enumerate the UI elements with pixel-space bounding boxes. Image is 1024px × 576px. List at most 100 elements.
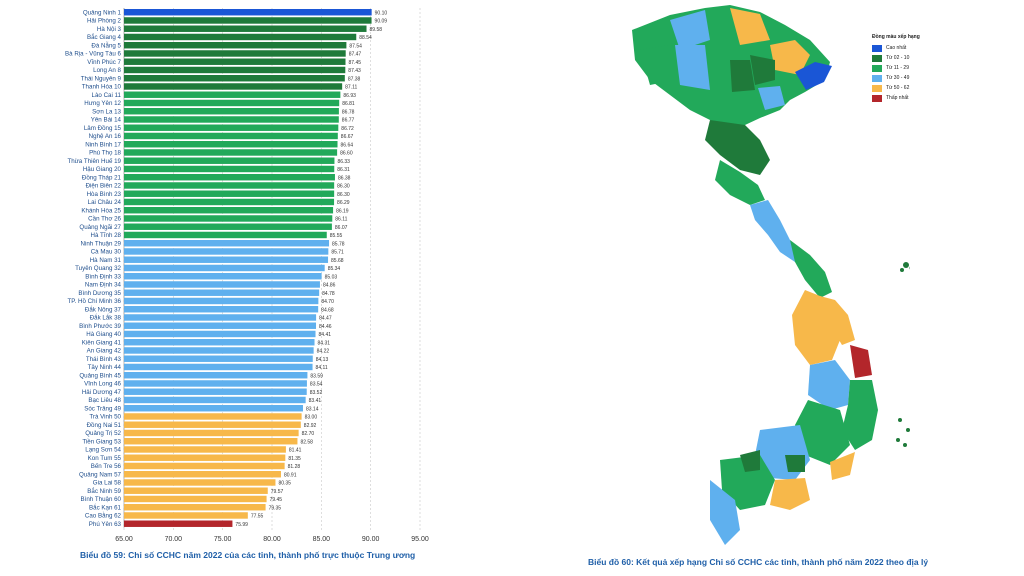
bar	[124, 520, 233, 527]
map-region-north-central	[705, 120, 770, 175]
bar	[124, 231, 327, 239]
legend-entry: Từ 30 - 49	[872, 73, 920, 83]
value-label: 83.54	[310, 382, 323, 388]
bar	[124, 495, 267, 503]
value-label: 84.86	[323, 283, 336, 289]
value-label: 79.45	[270, 497, 283, 503]
bar	[124, 108, 339, 115]
bar	[124, 83, 343, 90]
value-label: 82.70	[302, 431, 315, 437]
bar	[124, 446, 286, 453]
map-province-block	[710, 60, 730, 95]
value-label: 77.55	[251, 514, 264, 520]
category-label: Đồng Nai 51	[87, 422, 122, 429]
bar	[124, 421, 301, 428]
bar	[124, 438, 298, 445]
category-label: Cà Mau 30	[91, 249, 122, 256]
value-label: 86.29	[337, 200, 350, 206]
bar	[124, 58, 346, 65]
value-label: 90.10	[375, 10, 388, 16]
bar	[124, 215, 333, 222]
bar	[124, 372, 308, 379]
bar	[124, 281, 320, 288]
value-label: 79.57	[271, 489, 284, 495]
category-label: Cao Bằng 62	[85, 513, 122, 520]
bar	[124, 99, 340, 107]
value-label: 84.68	[321, 307, 334, 313]
map-region-south-central	[842, 380, 878, 450]
bar	[124, 306, 319, 313]
value-label: 83.14	[306, 406, 319, 412]
value-label: 85.71	[331, 250, 344, 256]
legend-entry: Từ 50 - 62	[872, 83, 920, 93]
value-label: 87.43	[348, 68, 361, 74]
category-label: Bạc Liêu 48	[88, 397, 121, 404]
map-province-block	[670, 10, 710, 50]
map-province-block	[730, 60, 755, 92]
category-label: Kiên Giang 41	[82, 339, 122, 346]
bar	[124, 388, 307, 395]
bar	[124, 174, 335, 181]
map-province-block	[750, 55, 775, 85]
category-label: Gia Lai 58	[93, 480, 122, 487]
category-label: Hải Phòng 2	[87, 18, 122, 25]
bar	[124, 256, 329, 263]
x-tick-label: 75.00	[214, 536, 232, 543]
bar	[124, 462, 285, 470]
category-label: Hậu Giang 20	[83, 166, 122, 173]
value-label: 86.93	[343, 93, 356, 99]
value-label: 87.47	[349, 52, 362, 58]
category-label: Trà Vinh 50	[89, 414, 121, 421]
map-province-block	[785, 455, 805, 472]
value-label: 84.22	[317, 349, 330, 355]
value-label: 84.13	[316, 357, 329, 363]
bar	[124, 363, 313, 371]
bar	[124, 165, 335, 173]
category-label: Thái Bình 43	[86, 356, 122, 363]
bar	[124, 487, 268, 494]
bar	[124, 25, 367, 32]
category-label: Điện Biên 22	[86, 183, 122, 190]
value-label: 75.99	[235, 522, 248, 528]
bar	[124, 207, 334, 214]
bar	[124, 75, 345, 82]
category-label: Đồng Tháp 21	[82, 174, 122, 181]
category-label: Hà Nội 3	[97, 26, 122, 33]
category-label: Đà Nẵng 5	[91, 42, 121, 49]
ranking-bar-chart: 65.00 70.00 75.00 80.00 85.00 90.00 95.00 Quảng…	[65, 8, 429, 543]
value-label: 86.77	[342, 118, 355, 124]
category-label: Thừa Thiên Huế 19	[67, 158, 121, 165]
bar	[124, 405, 303, 412]
category-label: Bình Thuận 60	[81, 496, 122, 503]
x-tick-label: 70.00	[165, 536, 183, 543]
bar	[124, 116, 339, 123]
chart-caption: Biểu đồ 59: Chỉ số CCHC năm 2022 của các…	[80, 550, 416, 560]
bar	[124, 42, 347, 49]
bar	[124, 33, 357, 41]
map-islands	[896, 262, 910, 447]
map-province-block	[795, 62, 832, 90]
map-region-highlands	[792, 290, 840, 365]
bar	[124, 182, 335, 189]
x-tick-label: 85.00	[313, 536, 331, 543]
value-label: 86.31	[337, 167, 350, 173]
category-label: Bình Định 33	[85, 273, 121, 280]
category-label: Lạng Sơn 54	[85, 447, 121, 454]
value-label: 81.35	[288, 456, 301, 462]
map-region-central	[790, 240, 832, 298]
value-label: 86.19	[336, 208, 349, 214]
value-label: 87.54	[349, 43, 362, 49]
category-label: Sơn La 13	[92, 108, 121, 115]
value-label: 84.11	[316, 365, 328, 371]
bar	[124, 454, 286, 461]
category-label: Hưng Yên 12	[84, 100, 121, 107]
category-label: Bến Tre 56	[91, 463, 122, 470]
value-label: 86.07	[335, 225, 348, 231]
value-label: 83.41	[309, 398, 322, 404]
category-label: TP. Hồ Chí Minh 36	[67, 298, 121, 305]
bar	[124, 380, 307, 387]
map-province-block	[758, 86, 785, 110]
bar	[124, 149, 338, 156]
map-province-block	[640, 45, 675, 85]
bar	[124, 17, 372, 24]
